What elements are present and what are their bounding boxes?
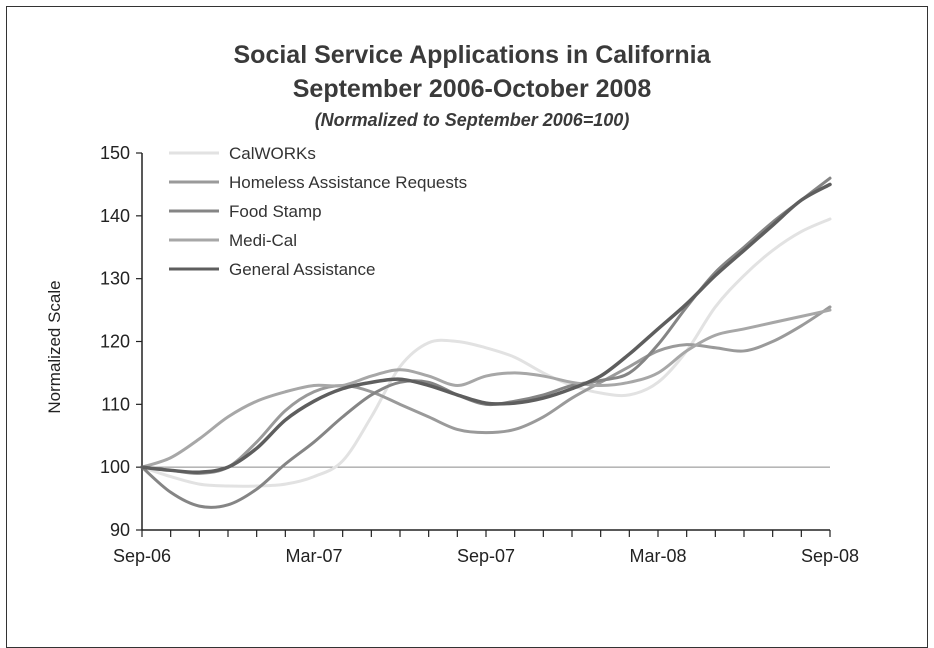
x-tick-label: Mar-07 <box>285 546 342 566</box>
y-tick-label: 100 <box>100 457 130 477</box>
legend: CalWORKs Homeless Assistance Requests Food… <box>169 144 467 279</box>
series-line-calworks <box>140 217 832 488</box>
y-axis-title: Normalized Scale <box>45 280 64 413</box>
x-tick-label: Sep-07 <box>457 546 515 566</box>
series-line-homeless-assistance-requests <box>140 305 832 476</box>
y-tick-label: 120 <box>100 332 130 352</box>
legend-label-food-stamp: Food Stamp <box>229 202 322 221</box>
chart-subtitle: September 2006-October 2008 <box>293 75 652 103</box>
series-line-general-assistance <box>140 182 832 475</box>
x-tick-label: Sep-06 <box>113 546 171 566</box>
chart-title: Social Service Applications in Californi… <box>234 41 712 69</box>
legend-label-calworks: CalWORKs <box>229 144 316 163</box>
y-tick-label: 140 <box>100 206 130 226</box>
y-tick-label: 90 <box>110 520 130 540</box>
line-chart: Social Service Applications in Californi… <box>45 41 859 566</box>
legend-label-general-assistance: General Assistance <box>229 260 375 279</box>
chart-frame: Social Service Applications in Californi… <box>6 6 928 648</box>
plot-area: 90 100 110 120 130 140 150 Sep-06 Mar-07 Sep-07 Ma… <box>100 143 859 566</box>
legend-label-homeless-assistance-requests: Homeless Assistance Requests <box>229 173 467 192</box>
y-tick-label: 150 <box>100 143 130 163</box>
y-tick-label: 110 <box>101 394 130 414</box>
legend-label-medi-cal: Medi-Cal <box>229 231 297 250</box>
series-line-medi-cal <box>140 308 832 469</box>
x-tick-label: Sep-08 <box>801 546 859 566</box>
x-tick-label: Mar-08 <box>629 546 686 566</box>
y-tick-label: 130 <box>100 269 130 289</box>
chart-note: (Normalized to September 2006=100) <box>315 110 630 130</box>
